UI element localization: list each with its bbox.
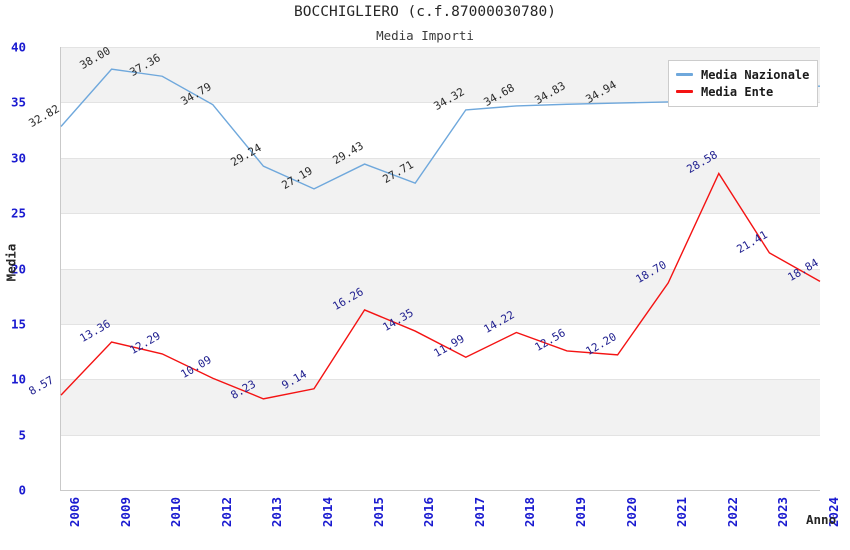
y-tick-label: 0 bbox=[18, 482, 26, 498]
gridline bbox=[61, 379, 820, 381]
x-tick-label: 2019 bbox=[573, 497, 588, 528]
x-tick-label: 2015 bbox=[370, 497, 386, 528]
chart-subtitle: Media Importi bbox=[376, 28, 474, 43]
gridline bbox=[61, 47, 820, 48]
chart-legend: Media Nazionale Media Ente bbox=[668, 60, 819, 107]
series-lines bbox=[60, 68, 821, 400]
plot-area bbox=[61, 47, 820, 490]
chart-title: BOCCHIGLIERO (c.f.87000030780) bbox=[294, 4, 556, 20]
gridline bbox=[61, 323, 820, 325]
x-axis-line bbox=[60, 490, 820, 491]
y-tick-label: 40 bbox=[10, 39, 26, 55]
legend-item-media-ente[interactable]: Media Ente bbox=[676, 83, 809, 100]
gridline bbox=[61, 213, 820, 215]
y-tick-label: 35 bbox=[10, 94, 26, 110]
plot-band bbox=[61, 157, 820, 214]
gridline bbox=[61, 157, 820, 159]
y-tick-label: 10 bbox=[10, 371, 26, 387]
x-tick-label: 2013 bbox=[269, 497, 285, 528]
legend-swatch-media-nazionale bbox=[676, 73, 693, 76]
point-label: 8.57 bbox=[26, 373, 56, 399]
legend-label-media-nazionale: Media Nazionale bbox=[701, 67, 810, 82]
y-tick-label: 25 bbox=[10, 205, 26, 221]
x-tick-label: 2020 bbox=[623, 497, 639, 528]
plot-band bbox=[61, 379, 820, 435]
legend-swatch-media-ente bbox=[676, 90, 693, 93]
x-tick-label: 2022 bbox=[724, 497, 740, 528]
y-tick-label: 5 bbox=[18, 427, 26, 443]
x-tick-label: 2018 bbox=[522, 497, 538, 528]
x-tick-label: 2009 bbox=[117, 497, 133, 528]
x-tick-label: 2006 bbox=[67, 497, 82, 528]
x-tick-label: 2021 bbox=[674, 497, 690, 528]
gridline bbox=[61, 434, 820, 436]
series-line-media-ente bbox=[60, 172, 821, 400]
x-tick-label: 2016 bbox=[421, 497, 437, 528]
gridline bbox=[61, 268, 820, 270]
x-tick-label: 2017 bbox=[471, 497, 487, 528]
y-tick-label: 15 bbox=[10, 316, 26, 332]
x-tick-label: 2010 bbox=[168, 497, 184, 528]
y-tick-label: 20 bbox=[10, 261, 26, 276]
y-tick-label: 30 bbox=[10, 150, 26, 166]
y-axis-line bbox=[60, 47, 61, 491]
x-tick-label: 2014 bbox=[320, 497, 335, 528]
y-axis-label: Media bbox=[3, 243, 19, 282]
gridline bbox=[61, 102, 820, 104]
legend-label-media-ente: Media Ente bbox=[701, 84, 774, 99]
point-label: 32.82 bbox=[26, 101, 62, 130]
plot-band bbox=[61, 268, 820, 324]
x-tick-label: 2012 bbox=[218, 497, 234, 528]
x-axis-label: Anno bbox=[806, 512, 837, 527]
x-tick-label: 2023 bbox=[775, 497, 791, 528]
legend-item-media-nazionale[interactable]: Media Nazionale bbox=[676, 66, 809, 83]
